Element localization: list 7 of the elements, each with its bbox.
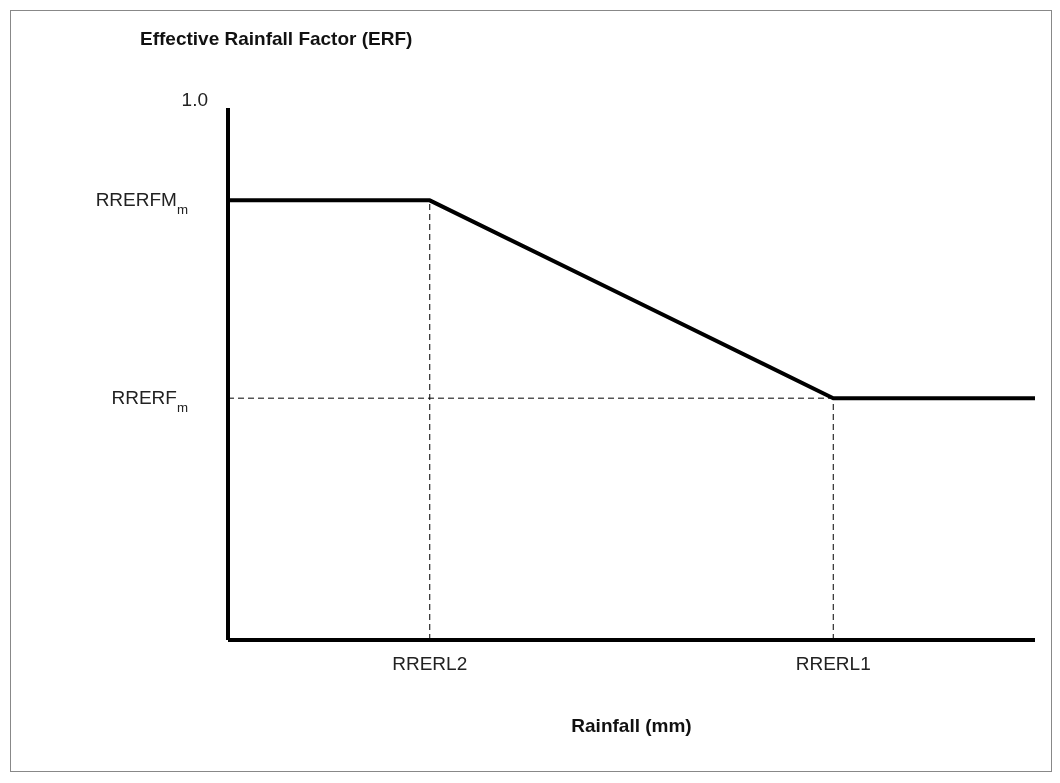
x-axis-title: Rainfall (mm) (570, 715, 693, 737)
x-tick-label: RRERL1 (795, 653, 871, 674)
chart-title: Effective Rainfall Factor (ERF) (140, 28, 413, 50)
x-tick-label: RRERL2 (392, 653, 468, 674)
ref-line-label: RRERF$_{m}$ (111, 387, 188, 415)
text: RRERFM$_{m}$ (95, 189, 188, 217)
text: 1.0 (181, 89, 208, 110)
